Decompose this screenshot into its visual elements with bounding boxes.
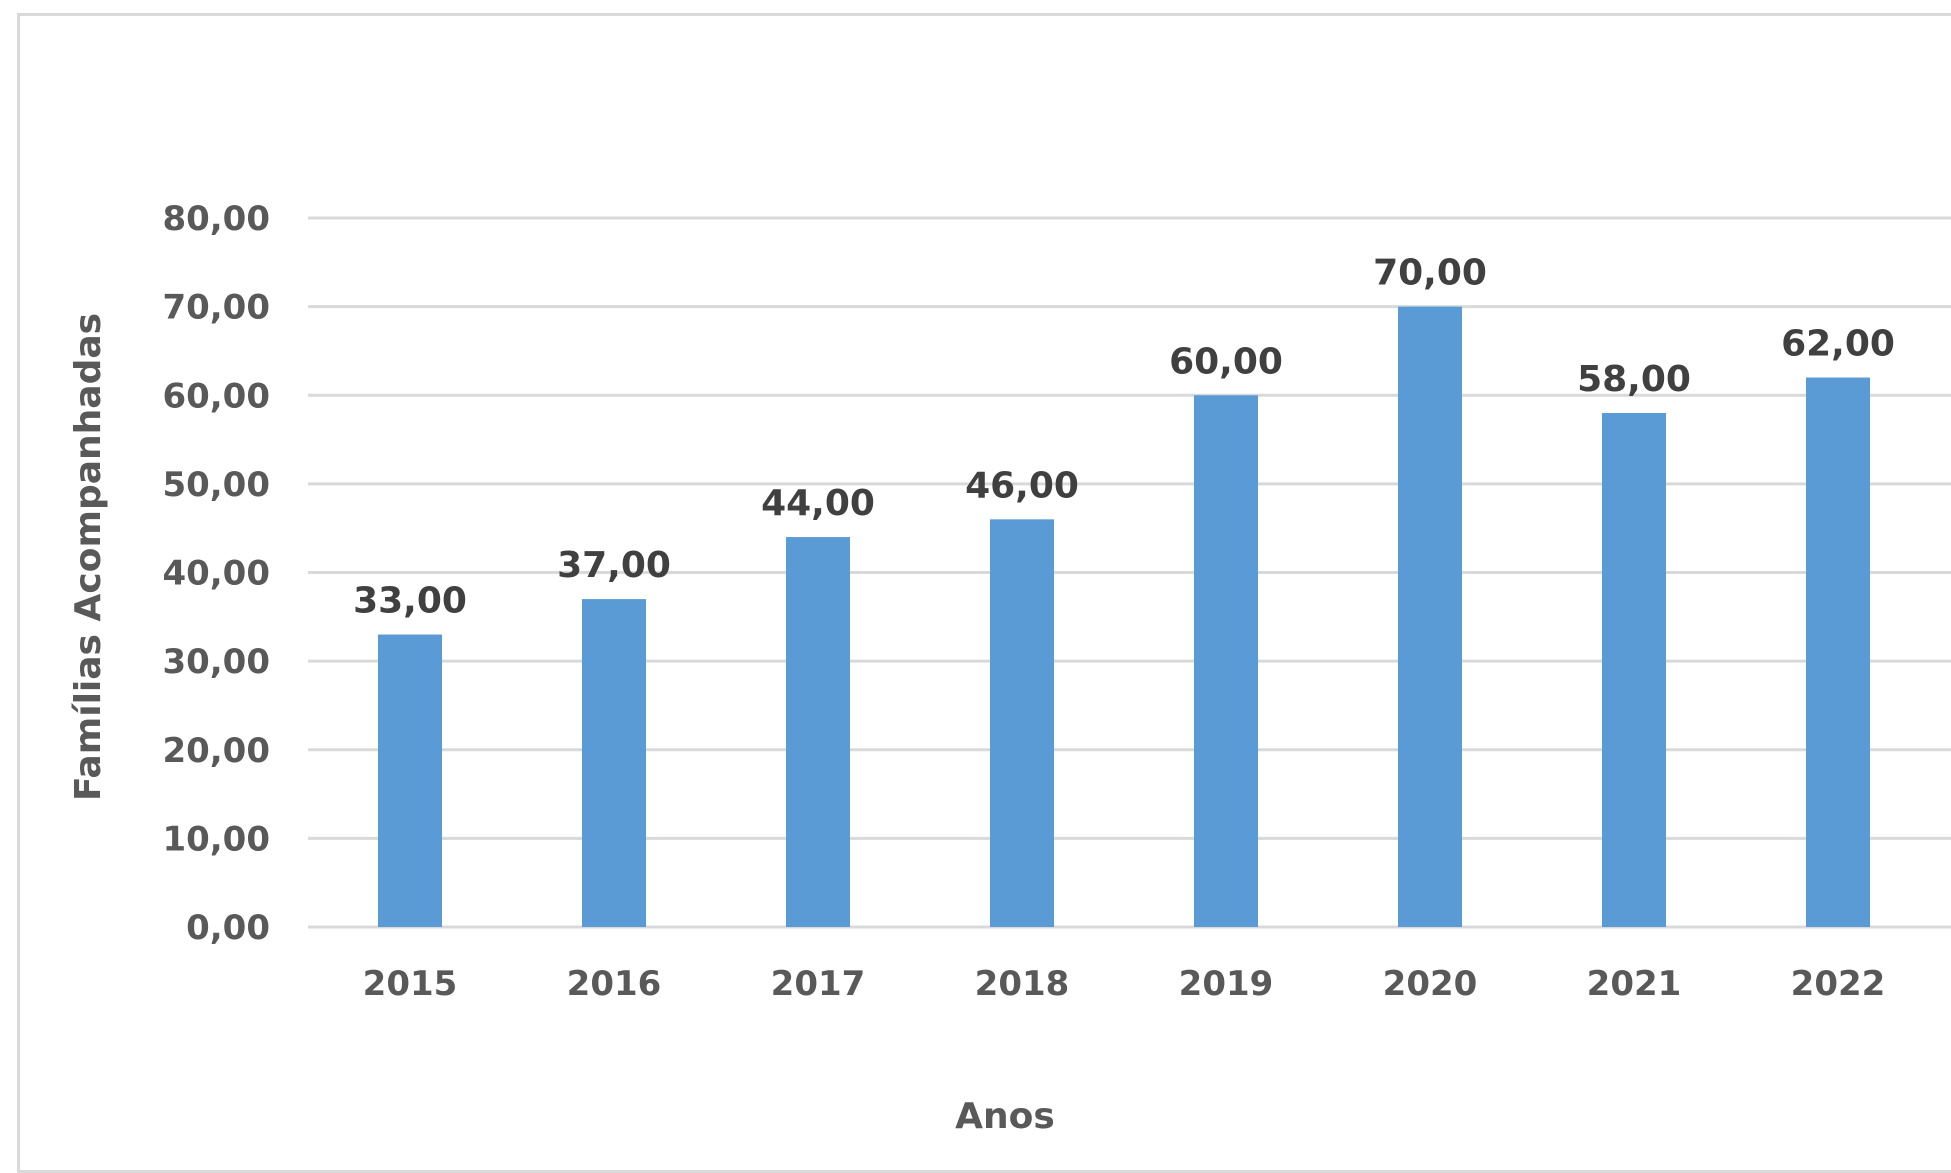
data-label: 44,00 — [761, 483, 875, 524]
bar — [1398, 306, 1462, 927]
x-tick-label: 2020 — [1383, 964, 1478, 1004]
x-tick-label: 2016 — [567, 964, 662, 1004]
x-tick-label: 2019 — [1179, 964, 1274, 1004]
y-tick-label: 0,00 — [186, 908, 270, 948]
x-tick-label: 2018 — [975, 964, 1070, 1004]
x-tick-label: 2022 — [1791, 964, 1886, 1004]
x-tick-label: 2015 — [363, 964, 458, 1004]
y-tick-label: 30,00 — [162, 642, 270, 682]
x-axis-title: Anos — [955, 1096, 1055, 1137]
bar — [582, 599, 646, 927]
y-tick-label: 50,00 — [162, 465, 270, 505]
y-tick-label: 20,00 — [162, 731, 270, 771]
bar — [378, 634, 442, 927]
y-axis-title: Famílias Acompanhadas — [68, 313, 109, 801]
x-axis-ticks: 2015 2016 2017 2018 2019 2020 2021 2022 — [363, 964, 1886, 1004]
y-tick-label: 80,00 — [162, 199, 270, 239]
bar — [1194, 395, 1258, 927]
data-label: 60,00 — [1169, 341, 1283, 382]
bar — [1602, 412, 1666, 928]
bar — [786, 537, 850, 927]
data-label: 62,00 — [1781, 324, 1895, 365]
gridlines — [308, 216, 1951, 929]
bar — [1806, 377, 1870, 927]
y-tick-label: 40,00 — [162, 554, 270, 594]
y-axis-ticks: 0,00 10,00 20,00 30,00 40,00 50,00 60,00 70,00 8… — [162, 199, 270, 948]
data-label: 46,00 — [965, 465, 1079, 506]
y-tick-label: 70,00 — [162, 288, 270, 328]
data-label: 70,00 — [1373, 253, 1487, 294]
data-label: 58,00 — [1577, 359, 1691, 400]
y-tick-label: 10,00 — [162, 819, 270, 859]
data-label: 33,00 — [353, 581, 467, 622]
data-labels: 33,00 37,00 44,00 46,00 60,00 70,00 58,00 62,00 — [353, 253, 1895, 622]
bars — [378, 306, 1870, 928]
x-tick-label: 2017 — [771, 964, 866, 1004]
data-label: 37,00 — [557, 545, 671, 586]
y-tick-label: 60,00 — [162, 376, 270, 416]
x-tick-label: 2021 — [1587, 964, 1682, 1004]
bar — [990, 519, 1054, 927]
